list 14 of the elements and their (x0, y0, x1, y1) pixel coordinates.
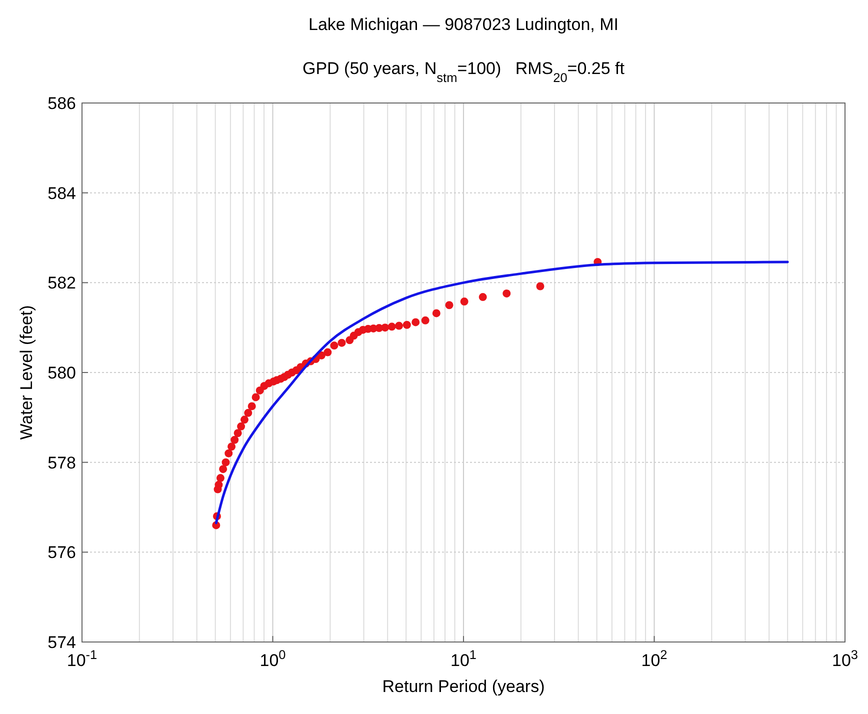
y-tick-label: 582 (48, 274, 76, 293)
y-tick-label: 584 (48, 184, 76, 203)
x-tick-label: 10$^{1}$ (450, 646, 477, 670)
y-axis-title: Water Level (feet) (17, 305, 36, 440)
x-tick-label: 10$^{3}$ (832, 646, 858, 670)
chart-title: Lake Michigan — 9087023 Ludington, MI (308, 15, 618, 34)
x-tick-label: 10$^{0}$ (260, 646, 286, 670)
x-axis-title: Return Period (years) (382, 677, 545, 696)
y-tick-label: 586 (48, 94, 76, 113)
y-tick-label: 576 (48, 543, 76, 562)
x-tick-label: 10$^{2}$ (641, 646, 668, 670)
chart-subtitle: GPD (50 years, N$_{stm}$=100) RMS$_{20}$=0.25 ft (302, 59, 625, 84)
y-tick-label: 578 (48, 453, 76, 472)
y-tick-label: 580 (48, 364, 76, 382)
